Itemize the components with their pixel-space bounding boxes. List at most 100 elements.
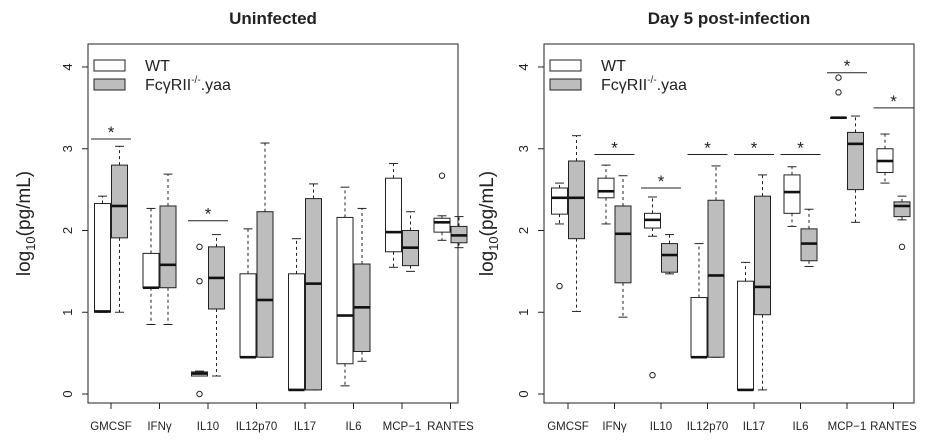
y-tick-label: 4 (60, 63, 75, 70)
box-body (614, 205, 632, 284)
y-tick-label: 2 (516, 227, 531, 234)
box-ko-7 (450, 216, 468, 249)
chart-title: Day 5 post-infection (648, 9, 810, 28)
box-body (433, 217, 451, 233)
box-wt-7 (433, 172, 451, 241)
box-body (385, 177, 402, 253)
box-ko-0 (111, 145, 128, 313)
box-body (159, 205, 177, 289)
box-body (847, 131, 864, 191)
y-axis-label-rest: (pg/mL) (477, 171, 498, 236)
box-wt-2 (644, 196, 661, 379)
box-body (111, 164, 128, 239)
legend-swatch (93, 78, 126, 91)
y-axis-label: log10(pg/mL) (477, 171, 501, 276)
box-wt-5 (336, 186, 354, 387)
significance-star: * (797, 138, 804, 157)
outlier-point (196, 243, 203, 251)
x-tick-label: IL17 (294, 421, 316, 433)
box-body (690, 297, 708, 358)
box-ko-3 (707, 165, 725, 358)
significance-star: * (108, 123, 115, 142)
legend-label: FcγRII-/-.yaa (601, 75, 687, 94)
y-axis-label-base: log (477, 251, 498, 276)
box-wt-1 (597, 164, 615, 225)
legend-label: WT (601, 58, 626, 75)
y-tick-label: 0 (516, 390, 531, 397)
y-axis-label-sub: 10 (23, 236, 38, 250)
box-ko-5 (800, 208, 818, 267)
x-tick-label: IL12p70 (236, 421, 278, 433)
y-tick-label: 1 (516, 309, 531, 316)
box-ko-6 (402, 211, 419, 272)
legend-label-text: WT (145, 58, 170, 75)
box-wt-0 (551, 182, 568, 290)
box-ko-4 (305, 183, 322, 391)
significance-star: * (751, 138, 758, 157)
box-wt-4 (288, 238, 305, 392)
box-body (256, 211, 274, 358)
outlier-point (196, 277, 203, 285)
box-body (288, 273, 305, 391)
box-ko-1 (614, 175, 632, 318)
box-ko-5 (353, 207, 371, 362)
y-axis-label-base: log (14, 251, 35, 276)
box-body (707, 199, 725, 358)
box-body (737, 280, 754, 391)
panel-1: Day 5 post-infection 0 1 2 3 4 log10(pg/mL) GMC… (477, 9, 917, 433)
box-wt-3 (239, 228, 257, 359)
x-tick-label: MCP−1 (828, 421, 867, 433)
x-tick-label: IFNγ (602, 421, 627, 433)
box-body (239, 273, 257, 358)
x-tick-label: IL6 (793, 421, 809, 433)
box-wt-3 (690, 243, 708, 359)
x-tick-label: GMCSF (90, 421, 132, 433)
x-tick-label: RANTES (870, 421, 917, 433)
y-tick-label: 0 (60, 390, 75, 397)
box-wt-5 (783, 166, 801, 227)
box-ko-7 (893, 195, 911, 251)
box-body (142, 252, 160, 289)
x-tick-label: GMCSF (547, 421, 589, 433)
box-ko-2 (661, 234, 678, 275)
outlier-point (898, 243, 906, 251)
box-ko-2 (208, 234, 225, 377)
box-wt-4 (737, 261, 754, 392)
y-axis-label: log10(pg/mL) (14, 171, 38, 276)
chart-title: Uninfected (229, 9, 317, 28)
y-axis-label-sub: 10 (486, 236, 501, 250)
x-tick-label: IL6 (346, 421, 362, 433)
box-wt-6 (830, 74, 847, 119)
box-wt-2 (191, 243, 208, 398)
significance-star: * (890, 92, 897, 111)
box-body (336, 216, 354, 365)
x-tick-label: IL12p70 (687, 421, 729, 433)
panel-0: Uninfected 0 1 2 3 4 log10(pg/mL) GMCSF IFNγ IL10… (14, 9, 474, 433)
significance-star: * (611, 138, 618, 157)
legend-label-text: FcγRII (145, 77, 191, 94)
box-body (661, 243, 678, 273)
legend-swatch (549, 78, 582, 91)
outlier-point (835, 74, 842, 81)
box-body (94, 203, 111, 313)
box-body (783, 174, 801, 214)
x-tick-label: MCP−1 (383, 421, 422, 433)
outlier-point (438, 172, 446, 179)
legend-label-suffix: .yaa (201, 77, 231, 94)
box-ko-3 (256, 142, 274, 358)
legend-label: WT (145, 58, 170, 75)
y-axis-label-rest: (pg/mL) (14, 171, 35, 236)
x-tick-label: IL10 (650, 421, 672, 433)
legend-label-text: FcγRII (601, 77, 647, 94)
x-tick-label: IFNγ (147, 421, 172, 433)
y-tick-label: 3 (516, 145, 531, 152)
outlier-point (556, 282, 563, 290)
box-body (568, 160, 585, 240)
x-tick-label: RANTES (427, 421, 474, 433)
box-body (551, 187, 568, 215)
box-wt-6 (385, 162, 402, 268)
box-body (305, 198, 322, 391)
legend-swatch (93, 59, 126, 72)
y-tick-label: 2 (60, 227, 75, 234)
box-ko-6 (847, 115, 864, 223)
